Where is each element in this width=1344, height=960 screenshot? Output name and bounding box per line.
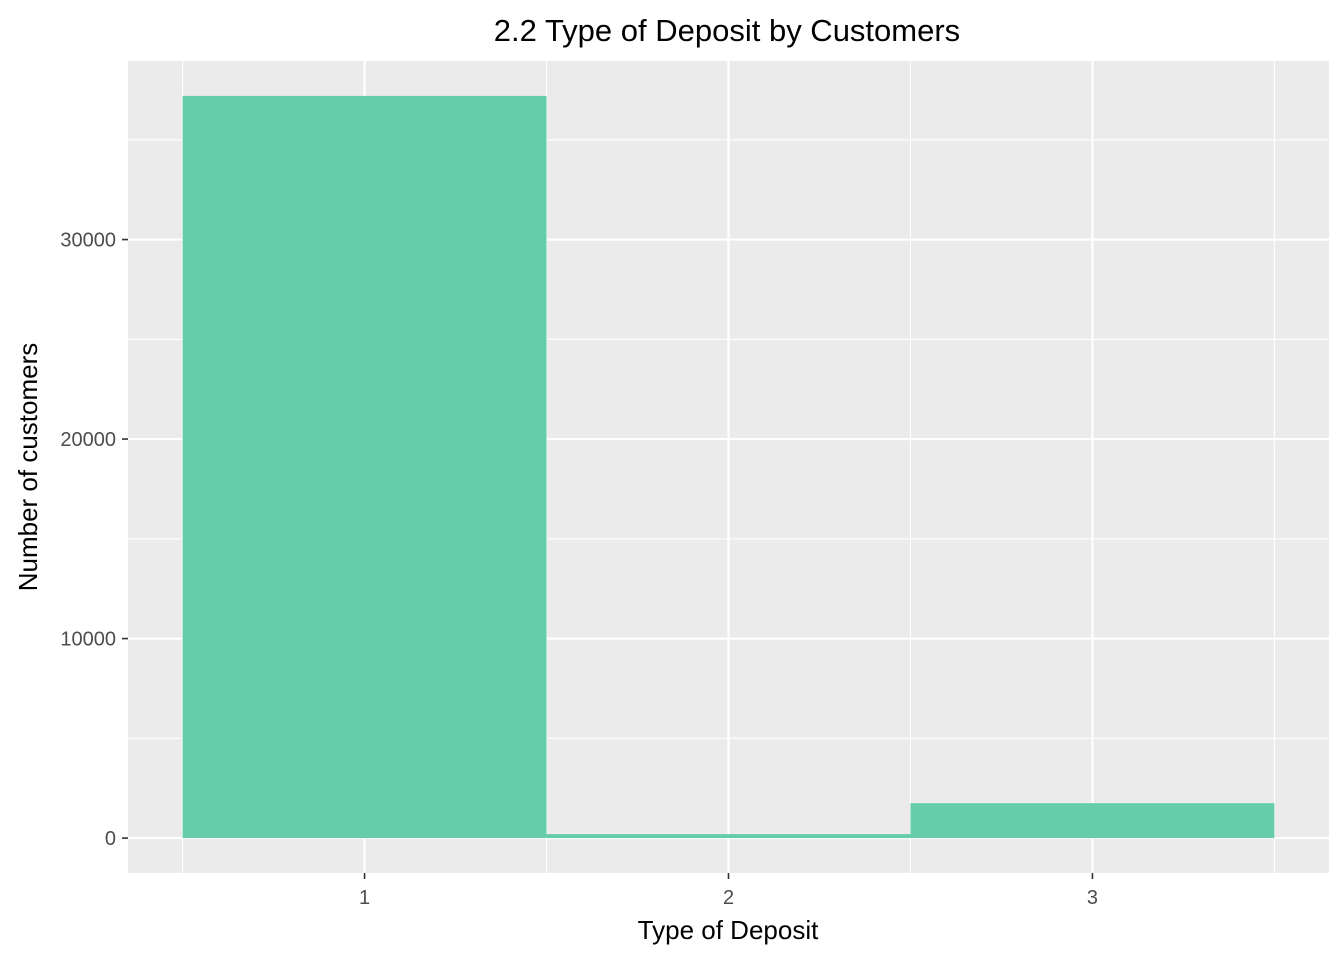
chart-title: 2.2 Type of Deposit by Customers bbox=[494, 13, 960, 48]
x-axis-title: Type of Deposit bbox=[638, 915, 819, 945]
x-axis: 1 2 3 bbox=[359, 873, 1098, 909]
x-tick-label: 2 bbox=[723, 887, 734, 909]
y-axis-title: Number of customers bbox=[13, 343, 43, 592]
bar-3 bbox=[910, 803, 1275, 839]
y-tick-label: 10000 bbox=[60, 629, 116, 651]
y-tick-label: 0 bbox=[105, 828, 116, 850]
y-tick-label: 30000 bbox=[60, 230, 116, 252]
y-tick-label: 20000 bbox=[60, 429, 116, 451]
x-tick-label: 3 bbox=[1087, 887, 1098, 909]
bar-1 bbox=[182, 95, 547, 839]
x-tick-label: 1 bbox=[359, 887, 370, 909]
bars bbox=[182, 95, 1275, 839]
y-axis: 0 10000 20000 30000 bbox=[60, 230, 128, 850]
bar-2 bbox=[546, 834, 911, 839]
